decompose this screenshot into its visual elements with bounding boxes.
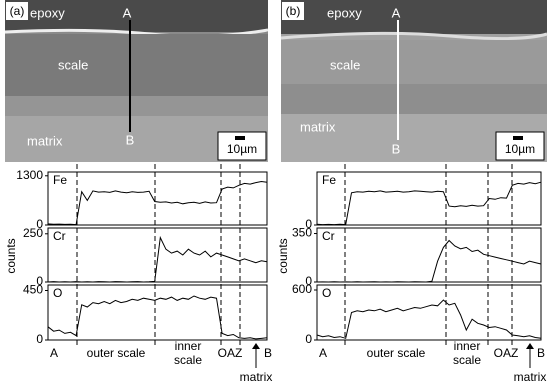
- element-label: Cr: [322, 229, 335, 243]
- element-label: Cr: [53, 229, 66, 243]
- start-label: A: [50, 346, 58, 360]
- inner-label: inner: [454, 339, 481, 353]
- scale-bar-label: 10µm: [227, 142, 257, 156]
- line: [47, 295, 268, 340]
- panel-label: (b): [286, 4, 301, 18]
- arrow-head: [526, 343, 534, 349]
- line: [316, 299, 542, 339]
- plot-frame: [316, 284, 542, 341]
- scale-bar: [513, 136, 523, 140]
- line: [47, 235, 268, 283]
- label-box: [282, 2, 304, 20]
- panel-label: (a): [10, 4, 25, 18]
- epoxy-label: epoxy: [327, 5, 362, 20]
- y-tick-label: 0: [36, 217, 43, 231]
- plot-frame: [47, 227, 268, 283]
- scale-label: scale: [330, 57, 360, 72]
- a-label: A: [392, 5, 401, 20]
- label-box: [6, 2, 28, 20]
- start-label: A: [319, 346, 327, 360]
- a-label: A: [123, 5, 132, 20]
- line: [316, 239, 542, 283]
- element-label: O: [322, 286, 331, 300]
- y-axis-label: counts: [276, 238, 290, 273]
- line: [316, 181, 542, 226]
- y-tick-label: 0: [305, 332, 312, 346]
- scale-region: [5, 34, 268, 96]
- y-tick-label: 0: [36, 332, 43, 346]
- micrograph-b: (b) epoxy A scale matrix B 10µm: [280, 0, 548, 162]
- y-tick-label: 350: [292, 226, 312, 240]
- y-tick-label: 0: [36, 274, 43, 288]
- end-label: B: [264, 346, 272, 360]
- scale-bar-label: 10µm: [505, 142, 535, 156]
- inner-label: scale: [453, 353, 481, 367]
- y-tick-label: 1300: [16, 168, 43, 182]
- matrix-label: matrix: [240, 370, 273, 384]
- matrix-label: matrix: [27, 133, 63, 148]
- scale-bar: [235, 136, 245, 140]
- epoxy-region: [281, 0, 547, 34]
- oaz-label: OAZ: [494, 346, 519, 360]
- line: [47, 180, 268, 226]
- plot-frame: [47, 171, 268, 226]
- scale-label: scale: [58, 57, 88, 72]
- y-tick-label: 0: [305, 217, 312, 231]
- inner-label: inner: [175, 339, 202, 353]
- plot-frame: [316, 227, 542, 283]
- element-label: O: [53, 286, 62, 300]
- y-axis-label: counts: [4, 238, 18, 273]
- b-label: B: [392, 141, 401, 156]
- plot-frame: [47, 284, 268, 341]
- inner-label: scale: [174, 353, 202, 367]
- inner-band: [5, 96, 268, 116]
- end-label: B: [537, 346, 545, 360]
- b-label: B: [126, 132, 135, 147]
- epoxy-region: [5, 0, 268, 32]
- element-label: Fe: [53, 173, 67, 187]
- micrograph-a: (a) epoxy A scale matrix B 10µm: [4, 0, 269, 162]
- outer-label: outer scale: [87, 346, 146, 360]
- y-tick-label: 0: [305, 274, 312, 288]
- element-label: Fe: [322, 173, 336, 187]
- epoxy-label: epoxy: [30, 5, 65, 20]
- matrix-label: matrix: [300, 119, 336, 134]
- inner-band: [281, 84, 547, 114]
- plot-frame: [316, 171, 542, 226]
- scale-bar-box: [495, 131, 545, 161]
- y-tick-label: 450: [23, 283, 43, 297]
- matrix-label: matrix: [514, 370, 547, 384]
- arrow-head: [252, 343, 260, 349]
- interface: [280, 31, 548, 41]
- outer-label: outer scale: [367, 346, 426, 360]
- oaz-label: OAZ: [218, 346, 243, 360]
- y-tick-label: 250: [23, 226, 43, 240]
- y-tick-label: 600: [292, 282, 312, 296]
- scale-region: [281, 40, 547, 84]
